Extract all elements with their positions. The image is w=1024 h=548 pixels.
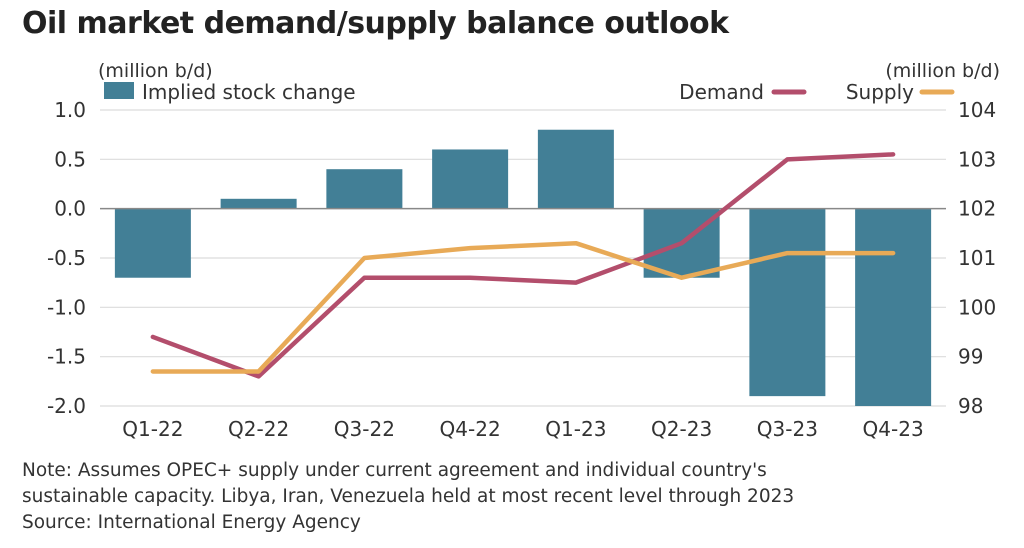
left-tick-label: -1.5 [47,345,86,369]
right-tick-label: 98 [958,394,983,418]
right-tick-label: 104 [958,98,996,122]
chart-notes: Note: Assumes OPEC+ supply under current… [22,458,794,536]
x-tick-label: Q3-23 [757,417,818,441]
right-axis-label: (million b/d) [885,60,1000,82]
bar-Q3-22 [326,169,403,209]
source-line: Source: International Energy Agency [22,512,361,533]
x-tick-label: Q1-22 [122,417,183,441]
left-tick-label: 0.0 [54,197,86,221]
bar-Q1-23 [537,129,614,209]
left-tick-label: 0.5 [54,147,86,171]
chart-title: Oil market demand/supply balance outlook [22,6,729,41]
right-tick-label: 102 [958,197,996,221]
x-tick-label: Q2-23 [651,417,712,441]
left-tick-label: -0.5 [47,246,86,270]
note-line-1: Note: Assumes OPEC+ supply under current… [22,460,767,481]
legend-label-stock: Implied stock change [142,80,356,104]
x-tick-label: Q1-23 [545,417,606,441]
bar-Q2-22 [220,198,297,209]
x-tick-label: Q3-22 [334,417,395,441]
right-tick-label: 99 [958,345,983,369]
demand-line [150,152,896,379]
legend-label-supply: Supply [846,80,914,104]
legend-swatch-stock [104,82,134,99]
x-tick-label: Q2-22 [228,417,289,441]
left-tick-label: -1.0 [47,295,86,319]
legend-label-demand: Demand [679,80,764,104]
bar-Q4-22 [432,149,509,209]
bar-Q1-22 [114,208,191,278]
right-tick-label: 101 [958,246,996,270]
left-axis-label: (million b/d) [98,60,213,82]
right-tick-label: 100 [958,295,996,319]
left-tick-label: -2.0 [47,394,86,418]
right-tick-label: 103 [958,147,996,171]
x-tick-label: Q4-22 [440,417,501,441]
left-tick-label: 1.0 [54,98,86,122]
bar-Q4-23 [855,208,932,406]
supply-line [150,240,896,374]
x-tick-label: Q4-23 [863,417,924,441]
note-line-2: sustainable capacity. Libya, Iran, Venez… [22,486,795,507]
bar-Q3-23 [749,208,826,397]
